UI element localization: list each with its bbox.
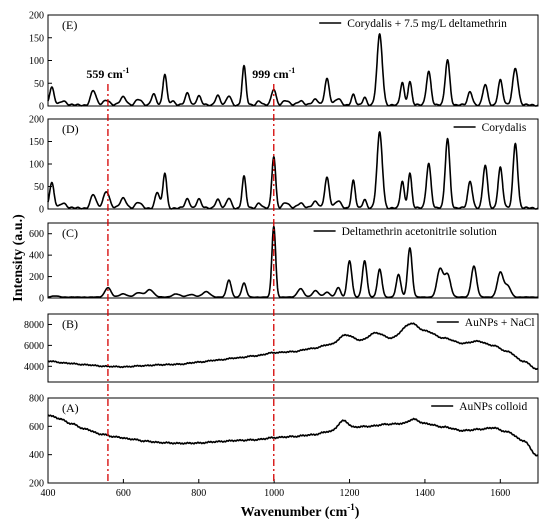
x-tick-label: 600 bbox=[116, 488, 131, 499]
panel-label: (A) bbox=[62, 401, 79, 415]
x-tick-label: 1200 bbox=[340, 488, 360, 499]
panel-label: (D) bbox=[62, 122, 79, 136]
legend-entry: AuNPs colloid bbox=[459, 401, 527, 413]
spectrum-line bbox=[47, 322, 539, 370]
panels-layer: 0 50 100 150 200 (E) Corydalis + 7.5 mg/L delt… bbox=[24, 11, 539, 490]
y-tick-label: 200 bbox=[29, 479, 44, 490]
x-tick-label: 1000 bbox=[264, 488, 284, 499]
x-tick-label: 400 bbox=[41, 488, 56, 499]
spectrum-line bbox=[47, 225, 539, 299]
y-tick-label: 200 bbox=[29, 11, 44, 22]
marker-lines: 559 cm-1 999 cm-1 bbox=[86, 66, 295, 483]
y-tick-label: 100 bbox=[29, 56, 44, 67]
marker-label-999: 999 cm-1 bbox=[252, 66, 295, 81]
x-axis-title-sup: -1 bbox=[347, 502, 355, 512]
panel-a: 200 400 600 800 (A) AuNPs colloid bbox=[29, 394, 539, 490]
y-tick-label: 4000 bbox=[24, 362, 44, 373]
y-tick-label: 150 bbox=[29, 137, 44, 148]
x-axis: 400 600 800 1000 1200 1400 1600 bbox=[41, 479, 510, 499]
panel-c: 0 200 400 600 (C) Deltamethrin acetonitrile s… bbox=[29, 222, 539, 305]
y-tick-label: 200 bbox=[29, 272, 44, 283]
panel-e: 0 50 100 150 200 (E) Corydalis + 7.5 mg/L delt… bbox=[29, 11, 539, 113]
panel-label: (E) bbox=[62, 18, 77, 32]
panel-frame bbox=[47, 222, 539, 299]
y-tick-label: 200 bbox=[29, 115, 44, 126]
y-tick-label: 100 bbox=[29, 160, 44, 171]
y-tick-label: 150 bbox=[29, 33, 44, 44]
x-tick-label: 800 bbox=[191, 488, 206, 499]
x-axis-title-main: Wavenumber (cm bbox=[241, 505, 348, 520]
y-tick-label: 6000 bbox=[24, 341, 44, 352]
y-tick-label: 8000 bbox=[24, 320, 44, 331]
x-tick-label: 1600 bbox=[490, 488, 510, 499]
x-tick-label: 1400 bbox=[415, 488, 435, 499]
panel-label: (B) bbox=[62, 317, 78, 331]
marker-label-559: 559 cm-1 bbox=[86, 66, 129, 81]
y-tick-label: 600 bbox=[29, 229, 44, 240]
y-tick-label: 50 bbox=[34, 79, 44, 90]
y-tick-label: 400 bbox=[29, 450, 44, 461]
spectrum-line bbox=[47, 33, 539, 107]
panel-b: 4000 6000 8000 (B) AuNPs + NaCl bbox=[24, 313, 539, 383]
legend-entry: AuNPs + NaCl bbox=[465, 317, 535, 329]
panel-label: (C) bbox=[62, 226, 78, 240]
legend-entry: Corydalis bbox=[482, 122, 527, 134]
x-axis-title: Wavenumber (cm-1) bbox=[241, 502, 360, 520]
spectrum-line bbox=[47, 414, 539, 457]
y-tick-label: 0 bbox=[39, 205, 44, 216]
y-tick-label: 0 bbox=[39, 294, 44, 305]
y-tick-label: 50 bbox=[34, 182, 44, 193]
x-axis-title-end: ) bbox=[355, 505, 360, 520]
y-tick-label: 0 bbox=[39, 102, 44, 113]
y-tick-label: 400 bbox=[29, 251, 44, 262]
y-tick-label: 800 bbox=[29, 394, 44, 405]
marker-label-text: 559 cm bbox=[86, 67, 122, 81]
marker-label-text: 999 cm bbox=[252, 67, 288, 81]
panel-frame bbox=[47, 118, 539, 210]
marker-label-sup: -1 bbox=[289, 66, 296, 75]
panel-d: 0 50 100 150 200 (D) Corydalis bbox=[29, 115, 539, 216]
marker-label-sup: -1 bbox=[123, 66, 130, 75]
spectrum-line bbox=[47, 131, 539, 210]
panel-frame bbox=[47, 313, 539, 383]
legend-entry: Corydalis + 7.5 mg/L deltamethrin bbox=[347, 18, 507, 30]
panel-frame bbox=[47, 397, 539, 484]
y-tick-label: 600 bbox=[29, 422, 44, 433]
y-axis-title: Intensity (a.u.) bbox=[11, 214, 26, 302]
legend-entry: Deltamethrin acetonitrile solution bbox=[342, 226, 497, 238]
